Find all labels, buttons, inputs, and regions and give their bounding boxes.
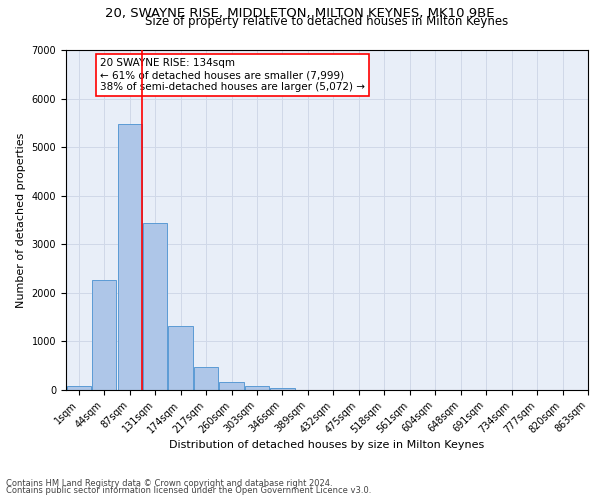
Bar bbox=[169, 326, 193, 390]
Bar bbox=[92, 280, 116, 390]
Bar bbox=[245, 386, 269, 390]
Bar bbox=[67, 386, 91, 390]
Y-axis label: Number of detached properties: Number of detached properties bbox=[16, 132, 26, 308]
Text: 20 SWAYNE RISE: 134sqm
← 61% of detached houses are smaller (7,999)
38% of semi-: 20 SWAYNE RISE: 134sqm ← 61% of detached… bbox=[100, 58, 365, 92]
Title: Size of property relative to detached houses in Milton Keynes: Size of property relative to detached ho… bbox=[145, 15, 509, 28]
Bar bbox=[118, 124, 142, 390]
Bar bbox=[271, 388, 295, 390]
Text: 20, SWAYNE RISE, MIDDLETON, MILTON KEYNES, MK10 9BE: 20, SWAYNE RISE, MIDDLETON, MILTON KEYNE… bbox=[105, 8, 495, 20]
Text: Contains public sector information licensed under the Open Government Licence v3: Contains public sector information licen… bbox=[6, 486, 371, 495]
Bar bbox=[143, 224, 167, 390]
Bar bbox=[194, 367, 218, 390]
X-axis label: Distribution of detached houses by size in Milton Keynes: Distribution of detached houses by size … bbox=[169, 440, 485, 450]
Bar bbox=[220, 382, 244, 390]
Text: Contains HM Land Registry data © Crown copyright and database right 2024.: Contains HM Land Registry data © Crown c… bbox=[6, 478, 332, 488]
